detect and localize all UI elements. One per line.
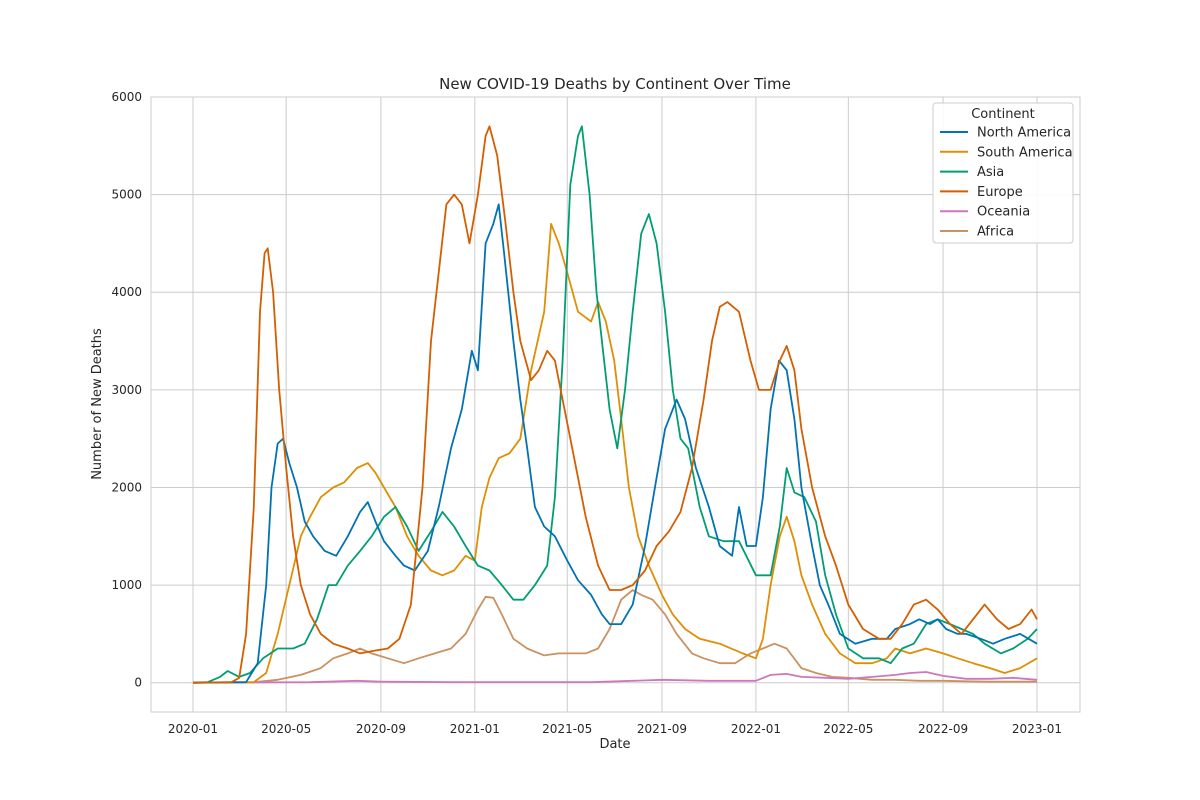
plot-area-frame (150, 96, 1081, 713)
legend-label: North America (977, 126, 1071, 141)
x-tick-label: 2020-01 (168, 722, 218, 736)
x-tick-label: 2021-05 (542, 722, 592, 736)
y-tick-label: 2000 (111, 480, 142, 494)
y-axis-label: Number of New Deaths (90, 328, 105, 480)
x-axis-label: Date (599, 737, 630, 752)
chart-title: New COVID-19 Deaths by Continent Over Ti… (439, 75, 791, 93)
x-tick-label: 2023-01 (1012, 722, 1062, 736)
x-tick-label: 2020-09 (356, 722, 406, 736)
x-tick-label: 2022-01 (731, 722, 781, 736)
legend-label: Europe (977, 185, 1023, 200)
x-tick-label: 2022-05 (823, 722, 873, 736)
y-tick-label: 0 (134, 676, 142, 690)
legend-label: Asia (977, 165, 1004, 180)
series-layer (192, 125, 1038, 684)
series-line-asia (192, 125, 1038, 684)
x-axis-ticks: 2020-01 2020-05 2020-09 2021-01 2021-05 2021-… (168, 722, 1062, 736)
legend-label: South America (977, 145, 1073, 160)
series-line-south-america (192, 223, 1038, 684)
legend-items: North America South America Asia Europe Ocea… (940, 126, 1073, 240)
legend-label: Oceania (977, 205, 1030, 220)
series-line-africa (192, 589, 1037, 684)
x-tick-label: 2022-09 (918, 722, 968, 736)
y-tick-label: 5000 (111, 188, 142, 202)
series-line-europe (192, 125, 1038, 684)
y-tick-label: 6000 (111, 90, 142, 104)
legend: Continent North America South America Asia… (932, 102, 1074, 244)
y-axis-ticks: 0 1000 2000 3000 4000 5000 6000 (111, 90, 142, 690)
legend-label: Africa (977, 225, 1014, 240)
y-tick-label: 3000 (111, 383, 142, 397)
y-tick-label: 4000 (111, 285, 142, 299)
y-tick-label: 1000 (111, 578, 142, 592)
legend-title: Continent (971, 107, 1035, 122)
legend-box (932, 102, 1074, 244)
x-tick-label: 2021-09 (637, 722, 687, 736)
series-line-oceania (192, 671, 1038, 684)
x-tick-label: 2020-05 (261, 722, 311, 736)
x-tick-label: 2021-01 (450, 722, 500, 736)
